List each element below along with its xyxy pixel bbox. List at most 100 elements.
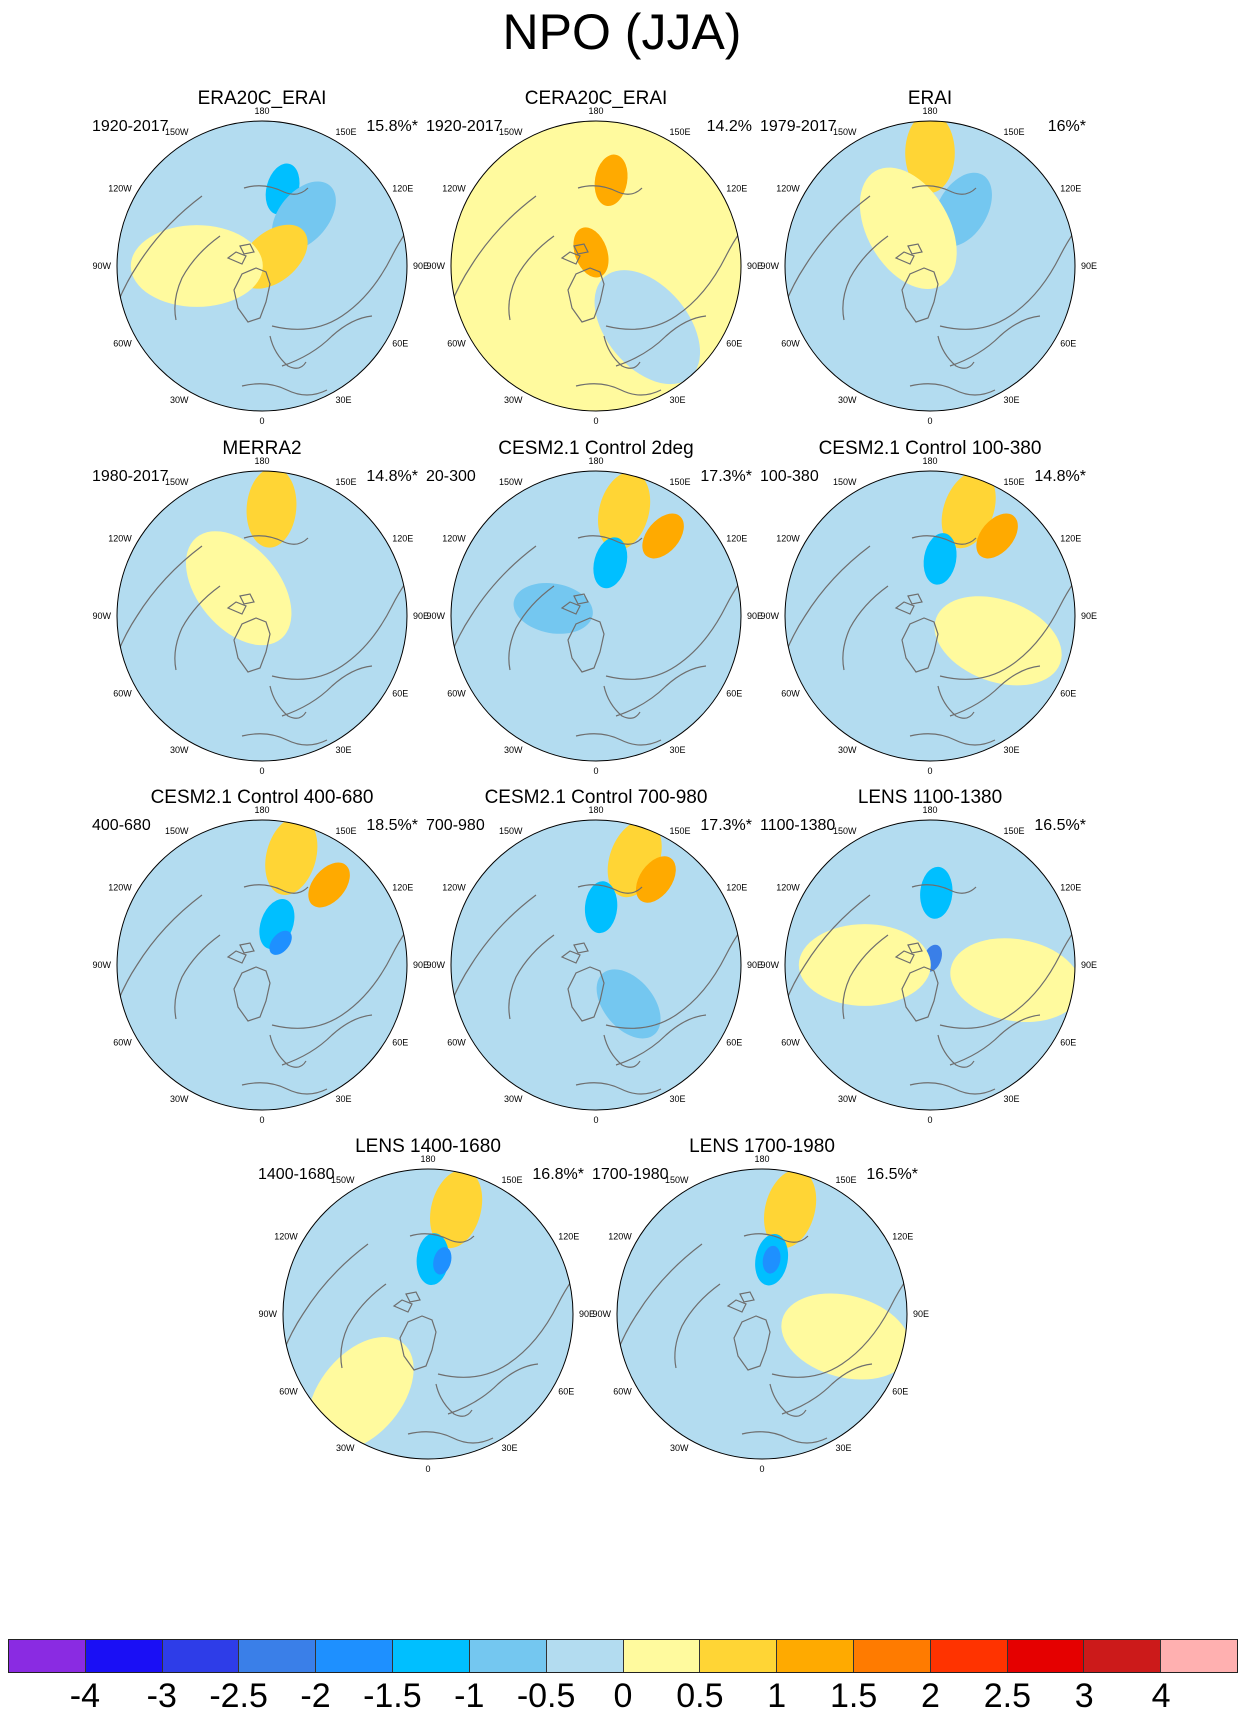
positive-anomaly [642, 513, 684, 559]
figure-title: NPO (JJA) [502, 4, 742, 60]
longitude-label: 90W [592, 1309, 611, 1319]
coastline [409, 1233, 475, 1243]
map-boundary [116, 819, 408, 1111]
colorbar-label: -1.5 [363, 1677, 422, 1715]
longitude-label: 90W [426, 261, 445, 271]
coastline [911, 535, 977, 545]
longitude-label: 120E [1060, 883, 1081, 893]
longitude-label: 120E [726, 534, 747, 544]
coastlines [117, 185, 407, 396]
colorbar-box [239, 1640, 317, 1672]
coastline [117, 894, 203, 1036]
longitude-label: 0 [927, 1115, 932, 1125]
polar-map: 180 150E 120E 90E 60E 30E 0 30W 60W 90W 120W 150W [92, 805, 429, 1125]
longitude-label: 180 [254, 106, 269, 116]
map-panel: 180 150E 120E 90E 60E 30E 0 30W 60W 90W 120W 150W LE… [258, 1136, 598, 1506]
negative-anomaly [762, 1245, 781, 1274]
longitude-label: 0 [593, 1115, 598, 1125]
panel-title: LENS 1100-1380 [857, 787, 1003, 808]
longitude-label: 150W [833, 826, 857, 836]
negative-anomaly [923, 533, 957, 585]
negative-anomaly [513, 583, 593, 634]
negative-anomaly [269, 930, 292, 955]
longitude-label: 150E [670, 826, 691, 836]
longitude-label: 120E [392, 184, 413, 194]
longitude-label: 150W [833, 127, 857, 137]
coastline [117, 195, 203, 337]
coastline [769, 1383, 807, 1417]
longitude-label: 120W [776, 184, 800, 194]
panel-variance: 15.8%* [366, 118, 418, 135]
coastline [573, 942, 589, 954]
coastline [340, 1283, 387, 1369]
coastline [271, 200, 407, 330]
polar-map: 180 150E 120E 90E 60E 30E 0 30W 60W 90W 120W 150W [426, 456, 763, 776]
longitude-label: 90E [1081, 611, 1097, 621]
longitude-label: 0 [425, 1464, 430, 1474]
longitude-label: 90E [747, 611, 763, 621]
colorbar-label: 1 [767, 1677, 787, 1715]
coastline [907, 243, 923, 255]
positive-anomaly [598, 471, 651, 551]
coastline [451, 545, 537, 687]
coastline [243, 535, 309, 545]
coastline [741, 1431, 828, 1444]
colorbar-label: 0 [613, 1677, 633, 1715]
map-panel: 180 150E 120E 90E 60E 30E 0 30W 60W 90W 120W 150W ME… [92, 438, 432, 808]
longitude-label: 30W [170, 1094, 189, 1104]
colorbar-label: 1.5 [829, 1677, 878, 1715]
panel-variance: 14.8%* [1034, 468, 1086, 485]
panel-title: MERRA2 [222, 438, 302, 459]
coastline [233, 267, 271, 323]
coastline [233, 966, 271, 1022]
longitude-label: 60E [726, 689, 742, 699]
map-boundary [282, 1168, 574, 1460]
coastline [269, 335, 307, 369]
coastline [239, 243, 255, 255]
coastline [605, 899, 741, 1029]
colorbar-label: -1 [454, 1677, 485, 1715]
coastline [771, 1248, 907, 1378]
coastline [174, 235, 221, 321]
coastline [901, 617, 939, 673]
longitude-label: 150W [331, 1175, 355, 1185]
polar-map: 180 150E 120E 90E 60E 30E 0 30W 60W 90W 120W 150W [592, 1154, 929, 1474]
longitude-label: 60W [781, 339, 800, 349]
panel-title: ERAI [907, 88, 953, 109]
positive-anomaly [905, 121, 955, 193]
colorbar-box [546, 1640, 624, 1672]
panel-period: 20-300 [426, 468, 476, 485]
positive-anomaly [798, 924, 931, 1006]
coastline [241, 1082, 328, 1095]
map-boundary [116, 120, 408, 412]
coastline [241, 383, 328, 396]
negative-anomaly [920, 866, 953, 919]
longitude-label: 30W [838, 745, 857, 755]
negative-anomaly [593, 537, 628, 589]
coastline [939, 550, 1075, 680]
coastline [842, 585, 889, 671]
longitude-label: 90E [579, 1309, 595, 1319]
map-background [451, 471, 741, 761]
panel-variance: 16.5%* [866, 1166, 918, 1183]
coastline [937, 1034, 975, 1068]
panel-variance: 18.5%* [366, 817, 418, 834]
longitude-label: 60E [1060, 689, 1076, 699]
coastlines [785, 185, 1075, 396]
longitude-label: 180 [922, 805, 937, 815]
coastline [949, 665, 1041, 717]
coastline [894, 251, 915, 265]
coastline [739, 1291, 755, 1303]
longitude-label: 0 [259, 766, 264, 776]
panel-title: CERA20C_ERAI [524, 88, 668, 109]
coastline [560, 601, 581, 615]
coastline [617, 1243, 703, 1385]
colorbar [8, 1639, 1238, 1673]
longitude-label: 180 [754, 1154, 769, 1164]
panel-variance: 14.8%* [366, 468, 418, 485]
colorbar-box [1161, 1640, 1237, 1672]
coastline [603, 1034, 641, 1068]
panel-title: CESM2.1 Control 700-980 [484, 787, 708, 808]
coastline [271, 899, 407, 1029]
longitude-label: 90W [258, 1309, 277, 1319]
